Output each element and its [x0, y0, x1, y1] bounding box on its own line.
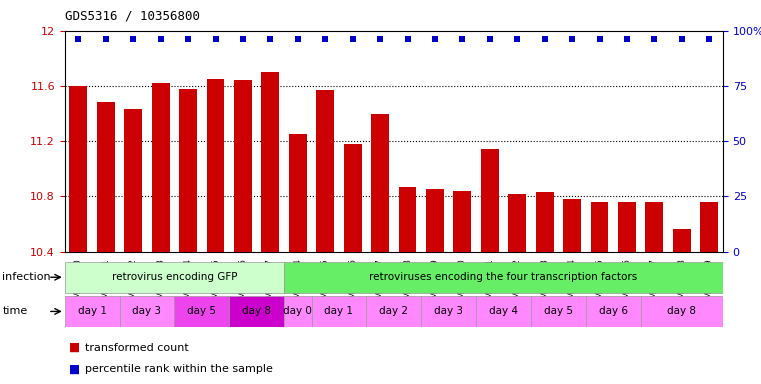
Text: infection: infection [2, 272, 51, 282]
Bar [234, 80, 252, 252]
Text: ■: ■ [68, 341, 80, 354]
Text: day 6: day 6 [599, 306, 628, 316]
Bar [97, 103, 115, 252]
Bar [645, 202, 664, 252]
Bar [700, 202, 718, 252]
Bar [207, 79, 224, 252]
Bar [124, 109, 142, 252]
Text: ■: ■ [68, 363, 80, 376]
Text: transformed count: transformed count [85, 343, 189, 353]
Bar [229, 296, 284, 326]
Bar [311, 296, 366, 326]
Bar [119, 296, 174, 326]
Bar [174, 296, 229, 326]
Text: day 2: day 2 [379, 306, 409, 316]
Bar [262, 72, 279, 252]
Text: day 5: day 5 [544, 306, 573, 316]
Bar [586, 296, 641, 326]
Text: day 3: day 3 [435, 306, 463, 316]
Bar [317, 90, 334, 252]
Text: day 3: day 3 [132, 306, 161, 316]
Text: GDS5316 / 10356800: GDS5316 / 10356800 [65, 10, 199, 23]
Text: percentile rank within the sample: percentile rank within the sample [85, 364, 273, 374]
Bar [531, 296, 586, 326]
Bar [371, 114, 389, 252]
Bar [618, 202, 636, 252]
Text: day 5: day 5 [187, 306, 216, 316]
Bar [673, 230, 691, 252]
Text: day 8: day 8 [667, 306, 696, 316]
Bar [366, 296, 422, 326]
Bar [481, 149, 498, 252]
Bar [508, 194, 526, 252]
Text: day 4: day 4 [489, 306, 518, 316]
Bar [69, 86, 88, 252]
Bar [591, 202, 609, 252]
Bar [284, 262, 723, 293]
Text: day 1: day 1 [78, 306, 107, 316]
Text: retroviruses encoding the four transcription factors: retroviruses encoding the four transcrip… [369, 272, 638, 283]
Bar [476, 296, 531, 326]
Bar [536, 192, 553, 252]
Bar [422, 296, 476, 326]
Bar [284, 296, 311, 326]
Bar [426, 189, 444, 252]
Bar [65, 262, 284, 293]
Bar [344, 144, 361, 252]
Bar [563, 199, 581, 252]
Text: day 1: day 1 [324, 306, 353, 316]
Bar [289, 134, 307, 252]
Bar [641, 296, 723, 326]
Text: day 0: day 0 [283, 306, 312, 316]
Bar [454, 191, 471, 252]
Bar [399, 187, 416, 252]
Bar [179, 89, 197, 252]
Text: time: time [2, 306, 27, 316]
Bar [65, 296, 119, 326]
Bar [151, 83, 170, 252]
Text: retrovirus encoding GFP: retrovirus encoding GFP [112, 272, 237, 283]
Text: day 8: day 8 [242, 306, 271, 316]
